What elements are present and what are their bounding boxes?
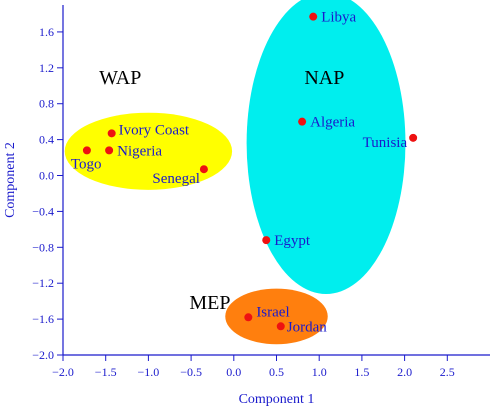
point-ivory-coast [107,129,116,138]
x-tick-label: 0.5 [269,365,284,379]
x-tick-label: −1.5 [95,365,117,379]
y-tick-label: 0.8 [39,97,54,111]
point-label-algeria: Algeria [310,115,355,131]
cluster-label-wap: WAP [99,67,141,89]
cluster-labels: WAP NAP MEP [99,67,344,314]
cluster-wap-ellipse [64,112,233,190]
y-tick-label: −0.4 [32,204,54,218]
y-tick-label: 0.0 [39,169,54,183]
point-egypt [262,236,271,245]
y-tick-label: 1.2 [39,61,54,75]
x-tick-label: 0.0 [226,365,241,379]
point-label-tunisia: Tunisia [363,135,408,151]
y-tick-label: 1.6 [39,25,54,39]
point-algeria [298,117,307,126]
point-tunisia [409,133,418,142]
point-libya [309,12,318,21]
x-axis-title: Component 1 [239,392,315,407]
point-label-togo: Togo [71,156,102,172]
y-tick-label: 0.4 [39,133,54,147]
point-jordan [276,322,285,331]
point-label-nigeria: Nigeria [117,143,162,159]
y-tick-label: −1.2 [32,276,54,290]
x-tick-label: 2.5 [440,365,455,379]
point-label-egypt: Egypt [274,233,311,249]
data-points: Libya Algeria Tunisia Egypt Ivory Coast Niger… [71,10,418,335]
x-tick-label: −1.0 [138,365,160,379]
x-tick-label: 1.5 [354,365,369,379]
x-tick-label: 2.0 [397,365,412,379]
cluster-nap-ellipse [246,0,406,294]
cluster-regions [64,0,406,345]
y-tick-label: −0.8 [32,240,54,254]
x-tick-label: −2.0 [52,365,74,379]
y-tick-label: −2.0 [32,348,54,362]
point-israel [244,313,253,322]
y-tick-label: −1.6 [32,312,54,326]
point-label-ivory-coast: Ivory Coast [119,122,190,138]
point-label-senegal: Senegal [152,171,199,187]
cluster-label-nap: NAP [304,67,344,89]
point-nigeria [105,146,114,155]
point-label-libya: Libya [321,10,356,26]
point-label-jordan: Jordan [287,319,327,335]
point-label-israel: Israel [256,304,289,320]
point-senegal [199,165,208,174]
cluster-mep-ellipse [225,288,328,345]
cluster-label-mep: MEP [189,292,230,314]
x-tick-label: 1.0 [312,365,327,379]
axes: −2.0 −1.5 −1.0 −0.5 0.0 0.5 1.0 1.5 2.0 2.5 −2.0 −1… [32,5,490,379]
point-togo [82,146,91,155]
y-axis-title: Component 2 [3,142,18,218]
x-tick-label: −0.5 [180,365,202,379]
